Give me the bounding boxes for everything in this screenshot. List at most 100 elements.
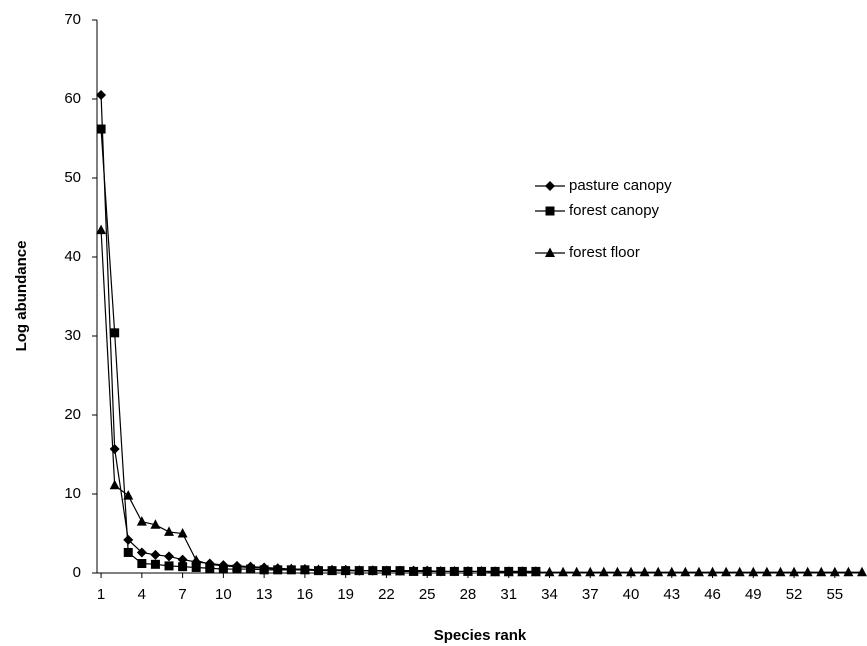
x-tick-label: 19: [337, 586, 354, 603]
legend-label: pasture canopy: [569, 177, 672, 194]
marker: [707, 566, 718, 577]
marker: [204, 558, 215, 569]
marker: [354, 565, 365, 575]
marker: [191, 562, 201, 572]
marker: [123, 534, 134, 545]
marker: [666, 566, 677, 577]
marker: [802, 566, 813, 577]
marker: [490, 566, 501, 577]
x-tick-label: 22: [378, 586, 395, 603]
x-tick-label: 13: [256, 586, 273, 603]
x-tick-label: 55: [826, 586, 843, 603]
marker: [299, 564, 310, 574]
marker: [612, 566, 623, 577]
marker: [545, 181, 555, 191]
marker: [367, 565, 378, 575]
marker: [137, 559, 147, 569]
marker: [109, 443, 120, 454]
y-tick-label: 10: [64, 485, 81, 502]
marker: [177, 528, 188, 538]
x-tick-label: 40: [623, 586, 640, 603]
marker: [775, 566, 786, 577]
marker: [680, 566, 691, 577]
marker: [178, 562, 188, 572]
marker: [789, 566, 800, 577]
marker: [626, 566, 637, 577]
marker: [150, 549, 161, 560]
marker: [435, 565, 446, 576]
marker: [164, 551, 175, 562]
marker: [517, 566, 528, 577]
marker: [395, 565, 406, 576]
marker: [598, 566, 609, 577]
marker: [639, 566, 650, 577]
marker: [422, 565, 433, 576]
marker: [136, 516, 147, 526]
marker: [109, 479, 120, 490]
x-tick-label: 46: [704, 586, 721, 603]
marker: [558, 566, 569, 577]
marker: [721, 566, 732, 577]
marker: [530, 566, 541, 577]
marker: [327, 565, 338, 575]
x-tick-label: 52: [786, 586, 803, 603]
marker: [259, 562, 270, 573]
marker: [96, 124, 106, 134]
series-line: [100, 128, 536, 573]
marker: [761, 566, 772, 577]
marker: [503, 566, 514, 577]
marker: [150, 519, 161, 529]
marker: [272, 563, 283, 574]
marker: [313, 564, 324, 574]
x-tick-label: 10: [215, 586, 232, 603]
marker: [164, 561, 174, 571]
series-line: [100, 230, 862, 573]
x-tick-label: 37: [582, 586, 599, 603]
marker: [476, 565, 487, 576]
marker: [150, 559, 160, 569]
marker: [462, 565, 473, 576]
y-tick-label: 30: [64, 327, 81, 344]
marker: [231, 561, 242, 571]
marker: [164, 526, 175, 536]
marker: [286, 563, 297, 574]
marker: [734, 566, 745, 577]
marker: [653, 566, 664, 577]
marker: [816, 566, 827, 577]
marker: [829, 566, 840, 577]
marker: [408, 565, 419, 576]
marker: [748, 566, 759, 577]
marker: [381, 565, 392, 576]
x-tick-label: 28: [460, 586, 477, 603]
x-tick-label: 43: [663, 586, 680, 603]
x-axis-title: Species rank: [434, 627, 527, 644]
y-tick-label: 40: [64, 248, 81, 265]
marker: [123, 490, 134, 500]
marker: [136, 547, 147, 558]
marker: [857, 566, 867, 577]
legend-label: forest floor: [569, 244, 640, 261]
x-tick-label: 31: [500, 586, 517, 603]
y-tick-label: 70: [64, 11, 81, 28]
x-tick-label: 1: [97, 586, 105, 603]
marker: [96, 224, 107, 235]
marker: [693, 566, 704, 577]
marker: [123, 547, 133, 557]
marker: [96, 90, 107, 101]
x-tick-label: 4: [138, 586, 146, 603]
x-tick-label: 7: [178, 586, 186, 603]
marker: [843, 566, 854, 577]
y-tick-label: 50: [64, 169, 81, 186]
marker: [177, 554, 188, 565]
y-tick-label: 0: [73, 564, 81, 581]
legend-label: forest canopy: [569, 202, 660, 219]
marker: [545, 206, 555, 216]
x-tick-label: 34: [541, 586, 558, 603]
marker: [218, 560, 229, 570]
x-tick-label: 25: [419, 586, 436, 603]
x-tick-label: 49: [745, 586, 762, 603]
marker: [545, 247, 555, 257]
x-tick-label: 16: [297, 586, 314, 603]
marker: [449, 565, 460, 576]
